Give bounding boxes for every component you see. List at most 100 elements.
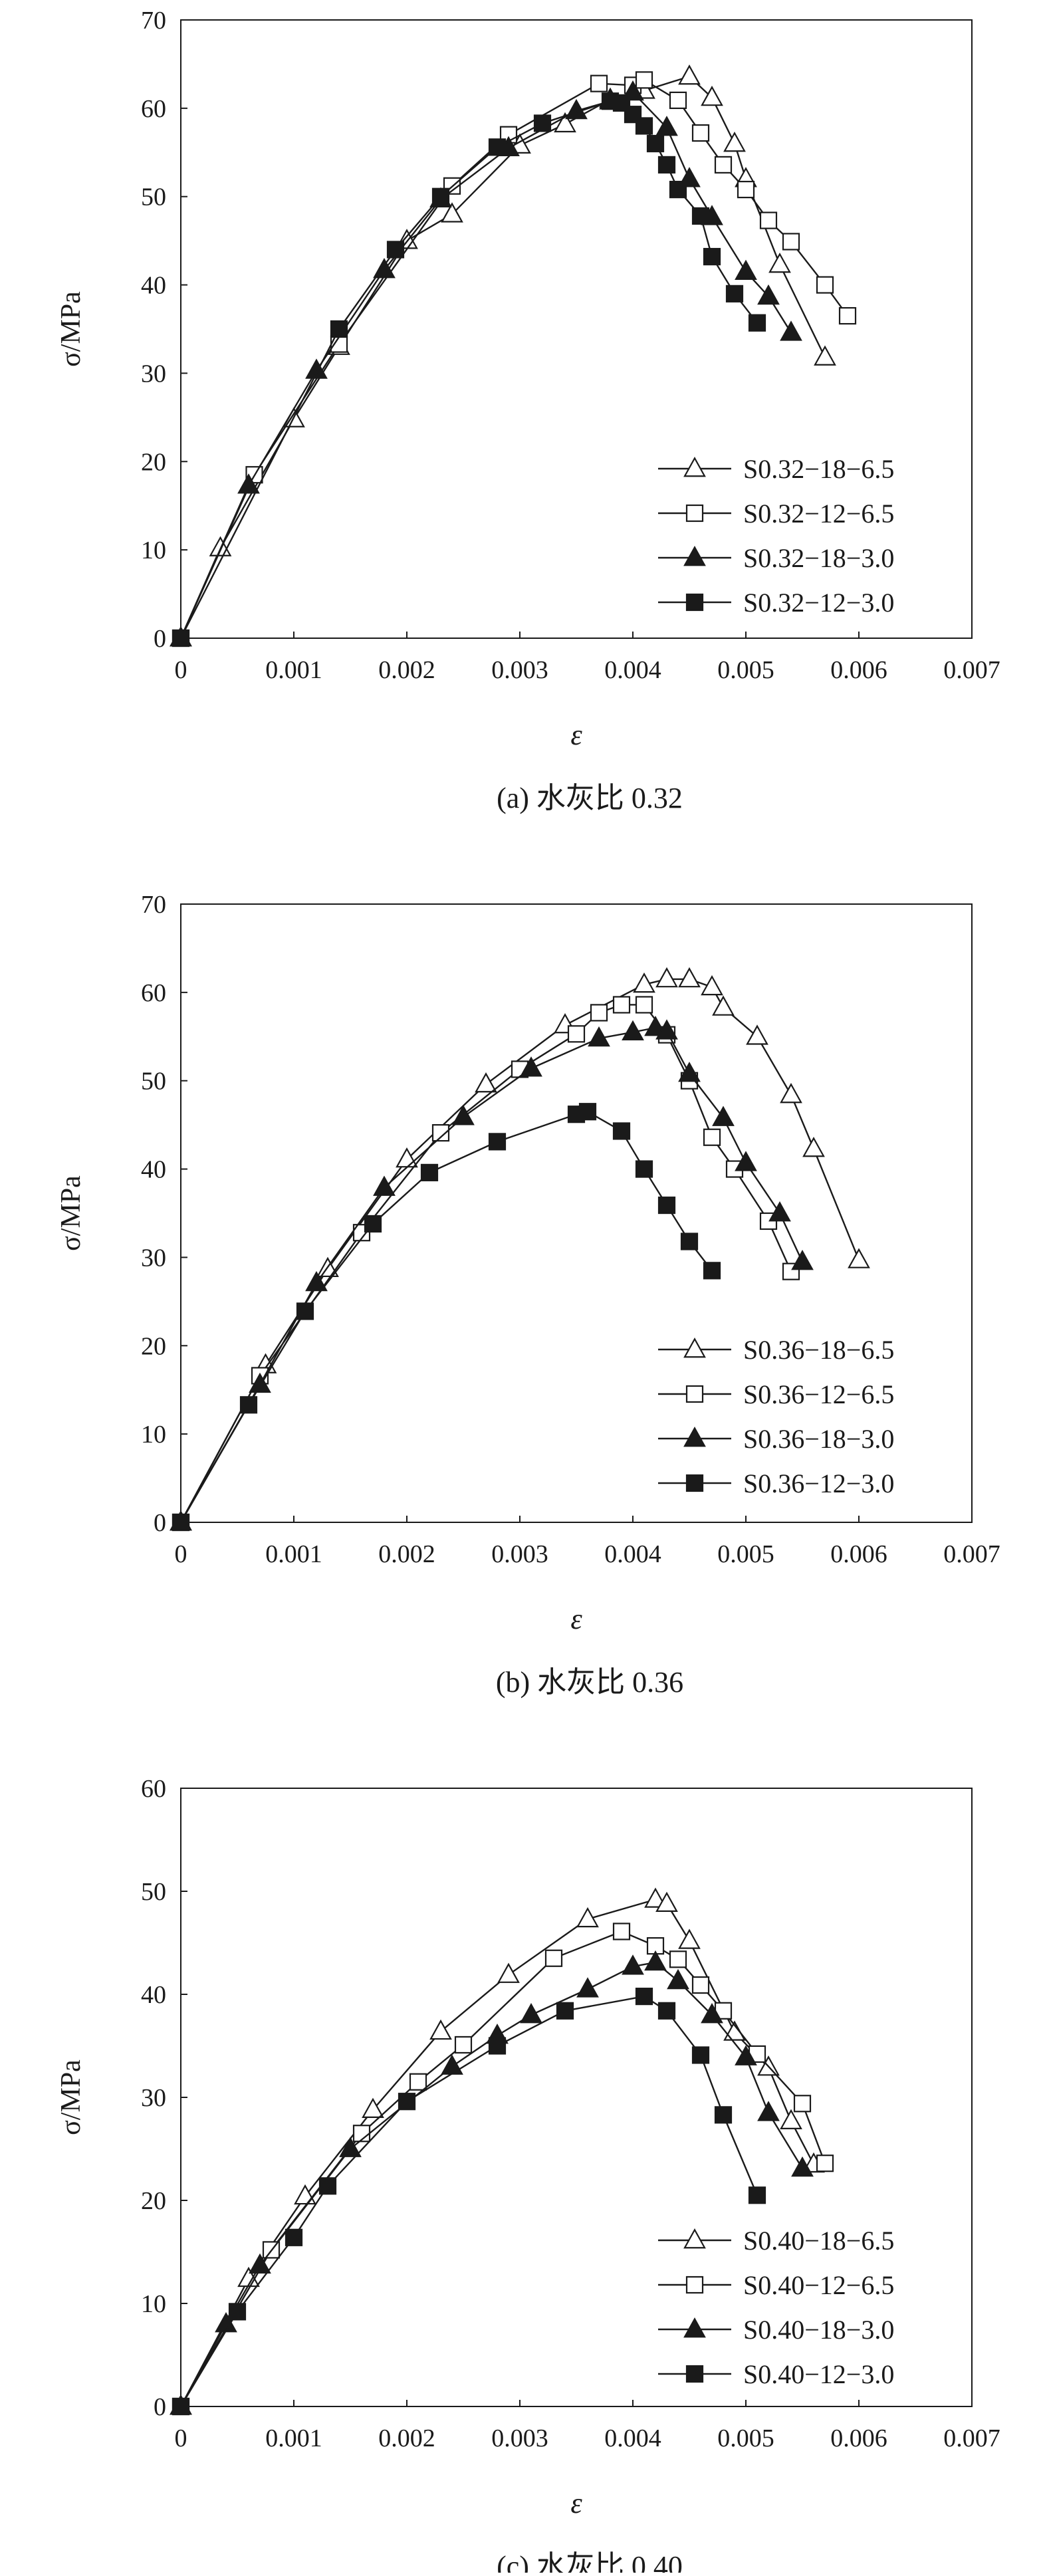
data-point <box>556 2002 574 2020</box>
legend-marker <box>683 545 706 566</box>
series-line <box>179 75 826 639</box>
data-point <box>576 1907 599 1928</box>
data-point <box>735 259 757 280</box>
data-point <box>622 1954 644 1975</box>
data-point <box>441 202 463 223</box>
x-tick-label: 0.001 <box>265 656 322 684</box>
y-tick-label: 40 <box>141 1156 166 1184</box>
data-point <box>712 995 735 1016</box>
legend-marker <box>685 1474 704 1492</box>
series-3 <box>170 1950 814 2415</box>
data-point <box>655 967 678 988</box>
y-tick-label: 70 <box>141 891 166 919</box>
y-tick-label: 60 <box>141 95 166 123</box>
legend-item: S0.36−12−3.0 <box>658 1468 894 1498</box>
data-point <box>249 1372 271 1393</box>
data-point <box>669 180 687 199</box>
series-4 <box>172 1103 721 1532</box>
plot-frame <box>180 903 973 1523</box>
data-point <box>386 241 405 259</box>
x-tick-label: 0.005 <box>717 2424 774 2452</box>
chart-caption: (a) 水灰比 0.32 <box>497 782 683 814</box>
legend-item: S0.40−18−3.0 <box>658 2315 894 2345</box>
data-point <box>691 1976 710 1994</box>
series-2 <box>172 996 800 1532</box>
x-tick-label: 0.002 <box>378 656 435 684</box>
data-point <box>441 2054 463 2075</box>
y-axis-label: σ/MPa <box>56 291 86 367</box>
data-point <box>409 2073 427 2091</box>
y-tick-label: 50 <box>141 1878 166 1906</box>
legend-label: S0.40−18−6.5 <box>743 2226 894 2256</box>
data-point <box>646 134 665 153</box>
data-point <box>544 1949 563 1967</box>
data-point <box>793 2095 812 2113</box>
data-point <box>396 1147 418 1168</box>
data-point <box>398 2093 416 2111</box>
legend: S0.40−18−6.5 S0.40−12−6.5 S0.40−18−3.0 S0.4… <box>658 2226 894 2389</box>
data-point <box>691 207 710 225</box>
x-tick-label: 0.004 <box>604 2424 661 2452</box>
chart-caption: (c) 水灰比 0.40 <box>497 2550 683 2573</box>
y-tick-label: 30 <box>141 2084 166 2112</box>
data-point <box>488 2037 507 2055</box>
data-point <box>848 1248 870 1268</box>
y-axis-label: σ/MPa <box>56 1175 86 1251</box>
data-point <box>576 1977 599 1998</box>
x-tick-label: 0 <box>175 1540 187 1568</box>
data-point <box>725 285 744 302</box>
data-point <box>757 284 780 305</box>
data-point <box>296 1302 314 1320</box>
data-point <box>680 1232 699 1250</box>
data-point <box>612 1923 631 1940</box>
data-point <box>305 358 328 379</box>
x-tick-label: 0.003 <box>491 2424 548 2452</box>
y-tick-label: 10 <box>141 1421 166 1449</box>
data-point <box>172 1513 190 1532</box>
y-axis-label: σ/MPa <box>56 2059 86 2135</box>
x-tick-label: 0 <box>175 2424 187 2452</box>
legend-item: S0.32−18−3.0 <box>658 543 894 573</box>
data-point <box>339 2137 362 2157</box>
legend-item: S0.36−18−6.5 <box>658 1335 894 1365</box>
data-point <box>239 1396 258 1414</box>
data-point <box>633 972 655 993</box>
y-tick-label: 0 <box>154 1509 166 1537</box>
series-line <box>179 79 848 639</box>
y-tick-label: 0 <box>154 625 166 653</box>
data-point <box>768 1201 791 1222</box>
data-point <box>431 187 450 205</box>
plot-frame <box>180 1788 973 2407</box>
data-point <box>655 116 678 136</box>
legend-label: S0.32−18−3.0 <box>743 543 894 573</box>
legend-label: S0.36−12−3.0 <box>743 1468 894 1498</box>
legend-label: S0.36−18−6.5 <box>743 1335 894 1365</box>
y-tick-label: 20 <box>141 1332 166 1360</box>
data-point <box>588 1026 610 1047</box>
data-point <box>590 1004 608 1022</box>
data-point <box>305 1270 328 1292</box>
data-point <box>578 1103 597 1121</box>
data-point <box>669 1950 687 1968</box>
data-point <box>429 2019 452 2040</box>
legend-label: S0.32−18−6.5 <box>743 454 894 484</box>
data-point <box>590 74 608 92</box>
data-point <box>703 1262 721 1280</box>
x-tick-label: 0.001 <box>265 1540 322 1568</box>
x-tick-label: 0.004 <box>604 656 661 684</box>
series-line <box>179 1995 758 2407</box>
data-point <box>533 114 552 132</box>
data-point <box>285 2228 303 2246</box>
legend-marker <box>683 456 706 477</box>
legend-label: S0.36−12−6.5 <box>743 1379 894 1409</box>
y-tick-label: 0 <box>154 2393 166 2421</box>
data-point <box>330 320 348 338</box>
chart-panel-b: 0 10 20 30 40 50 60 70 0 0.001 0.002 0.003 0.004 0.00… <box>0 858 1047 1742</box>
legend-marker <box>685 1385 704 1403</box>
x-tick-label: 0 <box>175 656 187 684</box>
data-point <box>838 306 857 325</box>
legend-label: S0.36−18−3.0 <box>743 1424 894 1454</box>
y-tick-label: 50 <box>141 1068 166 1096</box>
data-point <box>635 996 653 1014</box>
series-4 <box>172 1988 766 2416</box>
